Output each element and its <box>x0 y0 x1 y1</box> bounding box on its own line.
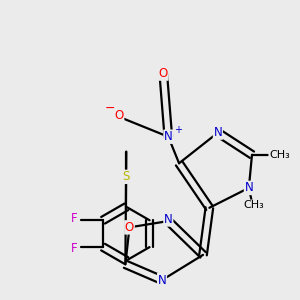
Text: −: − <box>105 101 116 115</box>
Text: F: F <box>71 212 78 225</box>
Text: S: S <box>123 170 130 183</box>
Text: O: O <box>159 67 168 80</box>
Text: +: + <box>174 125 182 135</box>
Text: CH₃: CH₃ <box>244 200 265 210</box>
Text: O: O <box>125 221 134 234</box>
Text: N: N <box>244 182 253 194</box>
Text: N: N <box>214 126 222 139</box>
Text: N: N <box>164 213 173 226</box>
Text: F: F <box>71 242 78 255</box>
Text: N: N <box>158 274 166 286</box>
Text: CH₃: CH₃ <box>269 150 290 160</box>
Text: N: N <box>164 130 173 143</box>
Text: O: O <box>114 109 124 122</box>
